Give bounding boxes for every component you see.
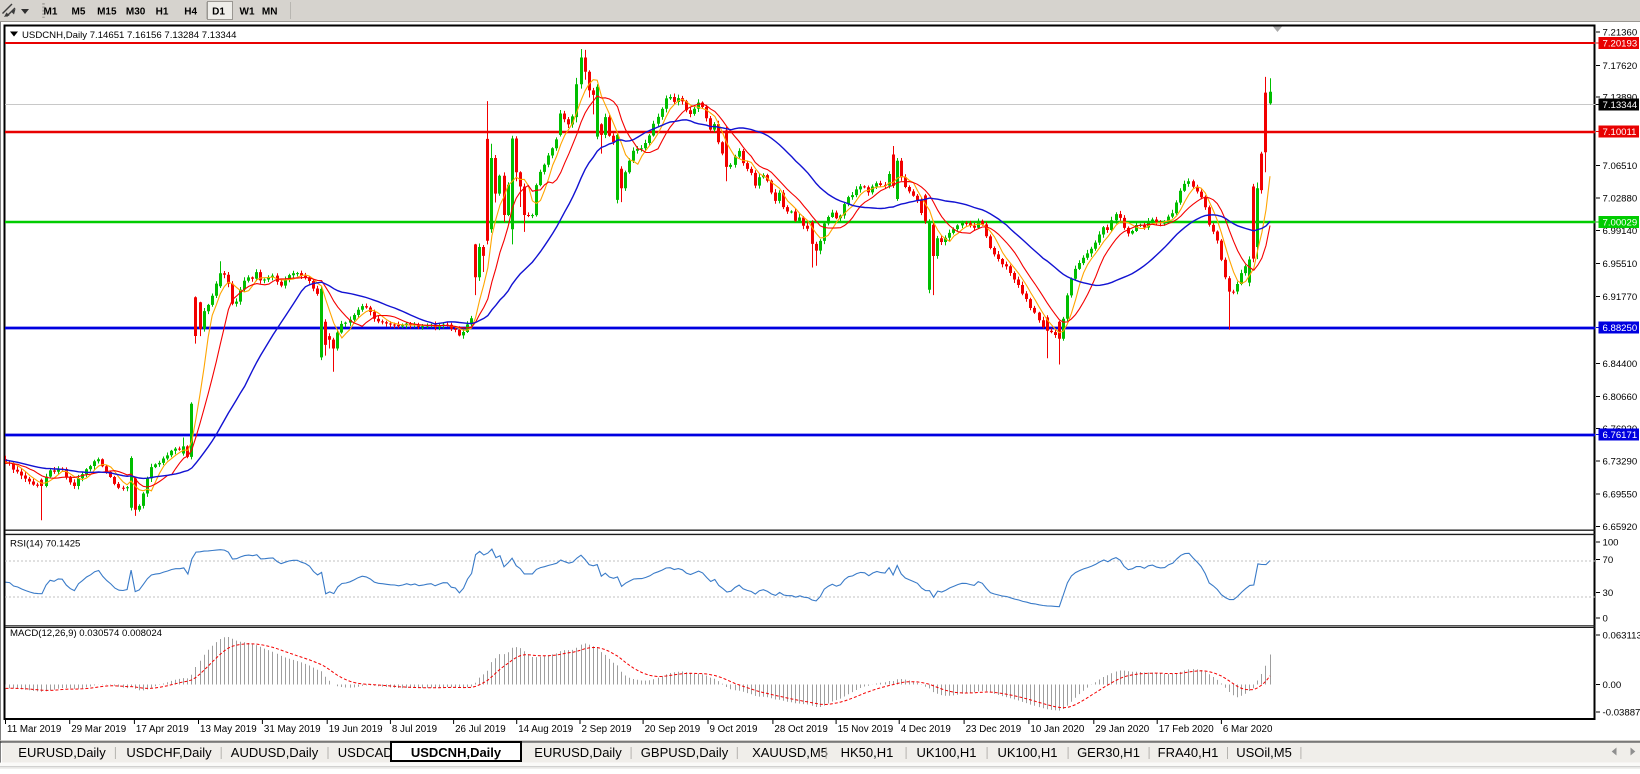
svg-text:0.00: 0.00 bbox=[1603, 680, 1622, 691]
svg-text:4 Dec 2019: 4 Dec 2019 bbox=[901, 724, 951, 735]
svg-text:7.02880: 7.02880 bbox=[1603, 194, 1638, 205]
svg-text:M30: M30 bbox=[126, 7, 146, 18]
svg-text:17 Feb 2020: 17 Feb 2020 bbox=[1159, 724, 1215, 735]
svg-text:D1: D1 bbox=[212, 7, 225, 18]
svg-text:2 Sep 2019: 2 Sep 2019 bbox=[582, 724, 632, 735]
svg-text:6.88250: 6.88250 bbox=[1603, 323, 1638, 334]
svg-text:28 Oct 2019: 28 Oct 2019 bbox=[774, 724, 827, 735]
svg-text:29 Jan 2020: 29 Jan 2020 bbox=[1095, 724, 1149, 735]
svg-text:19 Jun 2019: 19 Jun 2019 bbox=[329, 724, 383, 735]
svg-text:EURUSD,Daily: EURUSD,Daily bbox=[534, 745, 622, 760]
svg-text:FRA40,H1: FRA40,H1 bbox=[1158, 745, 1219, 760]
svg-text:20 Sep 2019: 20 Sep 2019 bbox=[645, 724, 701, 735]
svg-text:MN: MN bbox=[262, 7, 278, 18]
svg-text:HK50,H1: HK50,H1 bbox=[841, 745, 894, 760]
svg-text:M15: M15 bbox=[97, 7, 117, 18]
svg-text:7.17620: 7.17620 bbox=[1603, 61, 1638, 72]
svg-text:6.95510: 6.95510 bbox=[1603, 259, 1638, 270]
svg-text:USDCNH,Daily: USDCNH,Daily bbox=[411, 745, 502, 760]
svg-text:GER30,H1: GER30,H1 bbox=[1077, 745, 1140, 760]
svg-text:USDCNH,Daily 7.14651 7.16156: USDCNH,Daily 7.14651 7.16156 7.13284 7.1… bbox=[22, 30, 237, 41]
svg-text:15 Nov 2019: 15 Nov 2019 bbox=[838, 724, 894, 735]
svg-text:6 Mar 2020: 6 Mar 2020 bbox=[1223, 724, 1273, 735]
svg-text:M1: M1 bbox=[44, 7, 58, 18]
svg-text:6.80660: 6.80660 bbox=[1603, 392, 1638, 403]
svg-text:USDCHF,Daily: USDCHF,Daily bbox=[126, 745, 212, 760]
svg-text:M5: M5 bbox=[72, 7, 86, 18]
svg-text:30: 30 bbox=[1603, 588, 1614, 599]
svg-text:EURUSD,Daily: EURUSD,Daily bbox=[18, 745, 106, 760]
svg-text:29 Mar 2019: 29 Mar 2019 bbox=[71, 724, 126, 735]
svg-text:13 May 2019: 13 May 2019 bbox=[200, 724, 257, 735]
svg-text:17 Apr 2019: 17 Apr 2019 bbox=[136, 724, 189, 735]
svg-text:14 Aug 2019: 14 Aug 2019 bbox=[518, 724, 573, 735]
svg-text:6.65920: 6.65920 bbox=[1603, 522, 1638, 533]
svg-text:MACD(12,26,9) 0.030574 0.00802: MACD(12,26,9) 0.030574 0.008024 bbox=[10, 628, 163, 639]
svg-text:70: 70 bbox=[1603, 555, 1614, 566]
svg-text:11 Mar 2019: 11 Mar 2019 bbox=[7, 724, 61, 735]
svg-text:6.84400: 6.84400 bbox=[1603, 359, 1638, 370]
svg-text:6.76171: 6.76171 bbox=[1603, 430, 1638, 441]
svg-text:GBPUSD,Daily: GBPUSD,Daily bbox=[641, 745, 729, 760]
svg-text:31 May 2019: 31 May 2019 bbox=[264, 724, 321, 735]
svg-text:H1: H1 bbox=[156, 7, 169, 18]
svg-text:W1: W1 bbox=[240, 7, 255, 18]
svg-text:UK100,H1: UK100,H1 bbox=[917, 745, 977, 760]
svg-text:UK100,H1: UK100,H1 bbox=[998, 745, 1058, 760]
svg-text:7.21360: 7.21360 bbox=[1603, 28, 1638, 39]
svg-text:RSI(14) 70.1425: RSI(14) 70.1425 bbox=[10, 539, 80, 550]
svg-text:AUDUSD,Daily: AUDUSD,Daily bbox=[231, 745, 319, 760]
svg-text:6.69550: 6.69550 bbox=[1603, 490, 1638, 501]
svg-text:6.91770: 6.91770 bbox=[1603, 292, 1638, 303]
svg-text:23 Dec 2019: 23 Dec 2019 bbox=[966, 724, 1022, 735]
svg-text:7.10011: 7.10011 bbox=[1603, 127, 1637, 138]
svg-text:USOil,M5: USOil,M5 bbox=[1236, 745, 1292, 760]
svg-text:H4: H4 bbox=[184, 7, 197, 18]
svg-text:7.06510: 7.06510 bbox=[1603, 161, 1638, 172]
svg-text:-0.038872: -0.038872 bbox=[1603, 708, 1640, 719]
svg-text:100: 100 bbox=[1603, 538, 1619, 549]
svg-text:7.13344: 7.13344 bbox=[1603, 100, 1638, 111]
svg-text:0: 0 bbox=[1603, 614, 1608, 625]
svg-text:6.73290: 6.73290 bbox=[1603, 457, 1638, 468]
svg-text:7.00029: 7.00029 bbox=[1603, 217, 1638, 228]
svg-text:9 Oct 2019: 9 Oct 2019 bbox=[710, 724, 758, 735]
svg-text:10 Jan 2020: 10 Jan 2020 bbox=[1030, 724, 1084, 735]
svg-text:7.20193: 7.20193 bbox=[1603, 38, 1638, 49]
svg-text:26 Jul 2019: 26 Jul 2019 bbox=[455, 724, 506, 735]
svg-text:8 Jul 2019: 8 Jul 2019 bbox=[392, 724, 437, 735]
svg-text:XAUUSD,M5: XAUUSD,M5 bbox=[752, 745, 828, 760]
svg-text:0.063113: 0.063113 bbox=[1603, 631, 1640, 642]
